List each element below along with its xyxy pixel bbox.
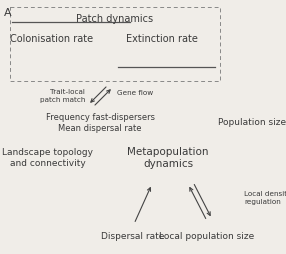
Text: Gene flow: Gene flow bbox=[117, 90, 153, 96]
Text: Frequency fast-dispersers
Mean dispersal rate: Frequency fast-dispersers Mean dispersal… bbox=[45, 113, 154, 133]
Text: Landscape topology
and connectivity: Landscape topology and connectivity bbox=[3, 147, 94, 167]
Text: Local density
regulation: Local density regulation bbox=[244, 190, 286, 204]
Text: Patch dynamics: Patch dynamics bbox=[76, 14, 154, 24]
Text: A: A bbox=[4, 8, 12, 18]
Text: Metapopulation
dynamics: Metapopulation dynamics bbox=[127, 146, 209, 168]
Text: Local population size: Local population size bbox=[159, 231, 255, 240]
Text: Trait-local
patch match: Trait-local patch match bbox=[40, 89, 85, 102]
Text: Extinction rate: Extinction rate bbox=[126, 34, 198, 44]
Text: Dispersal rate: Dispersal rate bbox=[101, 231, 165, 240]
Text: Population size: Population size bbox=[218, 118, 286, 126]
Text: Colonisation rate: Colonisation rate bbox=[10, 34, 94, 44]
Bar bbox=[10, 8, 220, 82]
